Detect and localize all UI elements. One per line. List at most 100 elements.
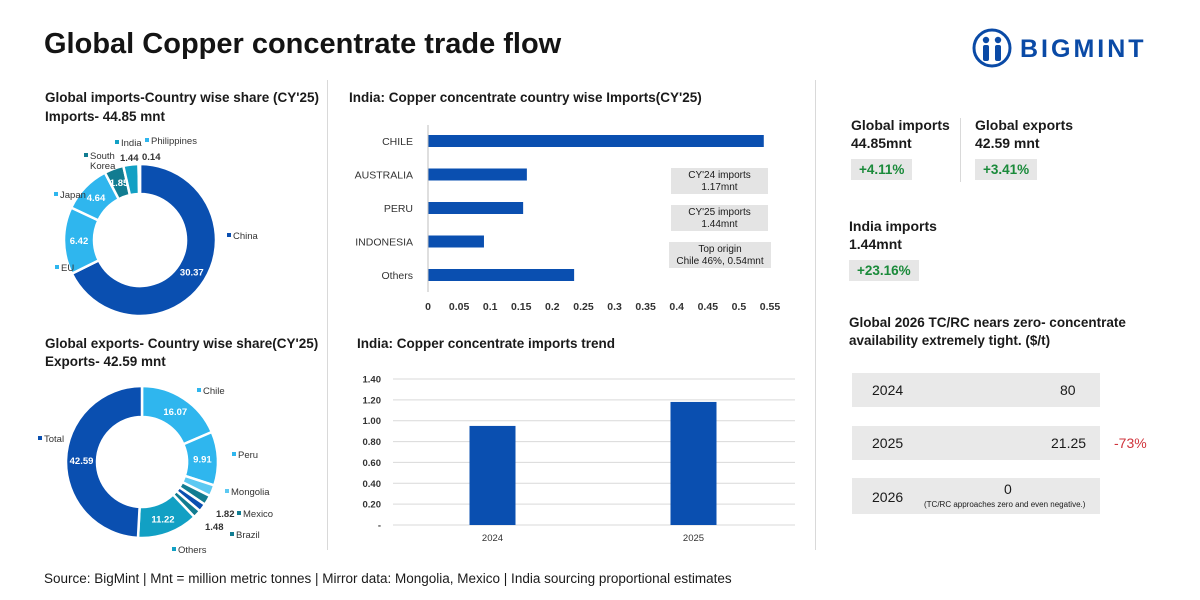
kpi-global-imports-value: 44.85mnt <box>851 135 912 151</box>
bigmint-logo: BIGMINT <box>972 26 1178 70</box>
legend-label: Others <box>178 545 207 556</box>
x-tick-label: 0.4 <box>669 301 684 313</box>
tcrc-year: 2025 <box>872 435 904 451</box>
tcrc-value: 0 <box>1004 481 1012 497</box>
pie-data-label: 6.42 <box>70 236 89 247</box>
legend-label: Peru <box>238 450 258 461</box>
y-tick-label: - <box>378 521 381 532</box>
pie-data-label: 30.37 <box>180 268 204 279</box>
legend-marker <box>38 436 42 440</box>
tcrc-year: 2026 <box>872 489 904 505</box>
top-origin-line-1: Top origin <box>698 244 742 255</box>
source-note: Source: BigMint | Mnt = million metric t… <box>44 571 732 586</box>
legend-marker <box>115 140 119 144</box>
x-tick-label: 0.1 <box>483 301 498 313</box>
legend-marker <box>172 547 176 551</box>
legend-label: Total <box>44 434 64 445</box>
legend-label: 0.14 <box>142 152 161 163</box>
kpi-india-imports: India imports 1.44mnt +23.16% <box>849 216 937 281</box>
pie-slice-total <box>64 384 144 540</box>
legend-marker <box>232 452 236 456</box>
kpi-india-imports-value: 1.44mnt <box>849 236 902 252</box>
category-label: Others <box>381 270 413 282</box>
legend-marker <box>197 388 201 392</box>
imports-pie-subheading: Imports- 44.85 mnt <box>45 109 166 124</box>
bar-2025 <box>670 401 717 525</box>
exports-pie-heading: Global exports- Country wise share(CY'25… <box>45 336 319 351</box>
legend-marker <box>84 153 88 157</box>
bar-australia <box>428 168 527 181</box>
legend-label: Brazil <box>236 530 260 541</box>
kpi-global-imports: Global imports 44.85mnt +4.11% <box>851 115 950 180</box>
kpi-global-imports-change: +4.11% <box>851 159 913 180</box>
tcrc-note: (TC/RC approaches zero and even negative… <box>924 500 1086 509</box>
pie-data-label: 11.22 <box>151 514 174 525</box>
cy24-note: CY'24 imports 1.17mnt <box>671 168 768 194</box>
x-tick-label: 0.45 <box>698 301 719 313</box>
y-tick-label: 0.60 <box>363 458 382 469</box>
legend-label: Philippines <box>151 136 197 147</box>
legend-label: 1.44 <box>120 153 139 164</box>
pie-data-label: 9.91 <box>193 455 212 466</box>
tcrc-heading-2: availability extremely tight. ($/t) <box>849 333 1051 348</box>
legend-label: South <box>90 151 115 162</box>
tcrc-row-2024: 2024 80 <box>852 373 1100 407</box>
pie-data-label: 4.64 <box>87 193 106 204</box>
tcrc-row-2026: 2026 0 (TC/RC approaches zero and even n… <box>852 478 1100 514</box>
legend-marker <box>54 192 58 196</box>
category-label: PERU <box>384 203 413 215</box>
pie-data-label: 42.59 <box>70 456 94 467</box>
x-tick-label: 0.2 <box>545 301 560 313</box>
tcrc-row-2025: 2025 21.25 <box>852 426 1100 460</box>
pie-slice-philippines <box>137 162 142 196</box>
x-tick-label: 0.05 <box>449 301 470 313</box>
legend-label: Mongolia <box>231 487 270 498</box>
kpi-india-imports-label: India imports <box>849 218 937 234</box>
cy24-note-text: CY'24 imports 1.17mnt <box>688 170 751 193</box>
legend-label: Chile <box>203 386 225 397</box>
category-label: INDONESIA <box>355 237 413 249</box>
legend-label: China <box>233 231 259 242</box>
bigmint-logo-icon <box>972 28 1012 68</box>
legend-marker <box>237 511 241 515</box>
pie-data-label: 1.85 <box>110 178 129 189</box>
legend-label: India <box>121 138 142 149</box>
x-tick-label: 0 <box>425 301 431 313</box>
bar-others <box>428 269 575 281</box>
bar-2024 <box>469 425 516 525</box>
tcrc-value: 80 <box>1060 382 1076 398</box>
category-label: CHILE <box>382 136 413 148</box>
cy25-note-text: CY'25 imports 1.44mnt <box>688 207 751 230</box>
bar-peru <box>428 202 524 214</box>
x-tick-label: 0.35 <box>635 301 656 313</box>
imports-pie-heading: Global imports-Country wise share (CY'25… <box>45 90 320 105</box>
tcrc-year: 2024 <box>872 382 904 398</box>
cy25-note: CY'25 imports 1.44mnt <box>671 205 768 231</box>
y-tick-label: 0.80 <box>363 437 382 448</box>
kpi-global-exports-label: Global exports <box>975 117 1074 133</box>
x-tick-label: 0.25 <box>573 301 594 313</box>
page-title: Global Copper concentrate trade flow <box>44 28 562 60</box>
legend-marker <box>227 233 231 237</box>
india-bar-heading: India: Copper concentrate country wise I… <box>349 90 702 105</box>
x-tick-label: 0.3 <box>607 301 622 313</box>
logo-text: BIGMINT <box>1020 35 1147 63</box>
legend-label: Japan <box>60 190 86 201</box>
kpi-global-exports-value: 42.59 mnt <box>975 135 1040 151</box>
top-origin-line-2: Chile 46%, 0.54mnt <box>676 256 764 267</box>
y-tick-label: 1.00 <box>363 416 382 427</box>
india-bar-chart: CHILE AUSTRALIA PERU INDONESIA Others 0 0.05 0.… <box>355 125 780 313</box>
x-tick-label: 0.15 <box>511 301 532 313</box>
legend-marker <box>230 532 234 536</box>
y-tick-label: 0.20 <box>363 500 382 511</box>
legend-label: Korea <box>90 161 116 172</box>
india-trend-chart: - 0.20 0.40 0.60 0.80 1.00 1.20 1.40 2024 2025 <box>363 375 795 544</box>
pie-slice-china <box>70 162 218 318</box>
bar-chile <box>428 135 764 147</box>
tcrc-heading-1: Global 2026 TC/RC nears zero- concentrat… <box>849 315 1126 330</box>
category-label: AUSTRALIA <box>355 170 413 182</box>
kpi-global-exports: Global exports 42.59 mnt +3.41% <box>975 115 1073 180</box>
y-tick-label: 0.40 <box>363 479 382 490</box>
divider-right <box>815 80 816 550</box>
divider-left <box>327 80 328 550</box>
